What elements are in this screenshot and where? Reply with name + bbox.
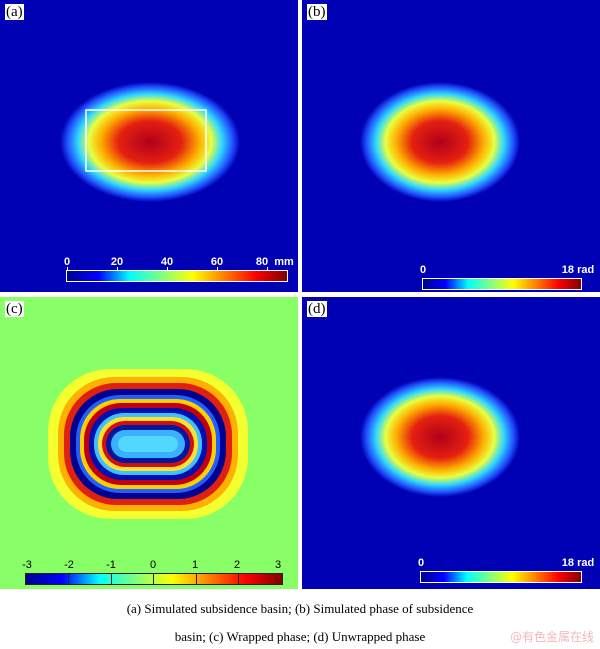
- figure-caption-line-2: basin; (c) Wrapped phase; (d) Unwrapped …: [174, 629, 426, 644]
- colorbar-d: [420, 571, 582, 583]
- tick-label-min: 0: [417, 557, 425, 569]
- unwrapped-phase-image: [302, 297, 600, 589]
- tick-label-max: 18 rad: [561, 264, 595, 276]
- tick-label-max: 18 rad: [561, 557, 595, 569]
- colorbar-b: [422, 278, 582, 290]
- figure-caption-line-1: (a) Simulated subsidence basin; (b) Simu…: [126, 601, 474, 616]
- panel-label: (d): [307, 301, 327, 317]
- tick-label: 3: [274, 559, 282, 571]
- watermark: @有色金属在线: [509, 630, 594, 644]
- panel-label: (b): [307, 4, 327, 20]
- tick-label: 20: [110, 256, 124, 268]
- tick-label: 1: [191, 559, 199, 571]
- unit-label: mm: [274, 256, 294, 268]
- tick-label-min: 0: [419, 264, 427, 276]
- tick-label: 2: [233, 559, 241, 571]
- colorbar-c: [25, 573, 283, 585]
- panel-a-subsidence-basin: (a) 0 20 40 60 80 mm: [0, 0, 298, 292]
- tick-label: 80: [255, 256, 269, 268]
- colorbar-a: [66, 267, 288, 282]
- tick-label: -3: [22, 559, 32, 571]
- panel-d-unwrapped-phase: (d) 0 18 rad: [302, 297, 600, 589]
- tick-label: -2: [64, 559, 74, 571]
- phase-image: [302, 0, 600, 292]
- wrapped-phase-image: [0, 297, 298, 589]
- region-outline: [85, 109, 207, 172]
- tick-label: 0: [149, 559, 157, 571]
- tick-label: 40: [160, 256, 174, 268]
- panel-c-wrapped-phase: (c) -3 -2 -1 0 1 2 3: [0, 297, 298, 589]
- tick-label: 0: [63, 256, 71, 268]
- panel-label: (c): [5, 301, 24, 317]
- tick-label: 60: [210, 256, 224, 268]
- subsidence-image: [0, 0, 298, 292]
- panel-b-simulated-phase: (b) 0 18 rad: [302, 0, 600, 292]
- tick-label: -1: [106, 559, 116, 571]
- panel-label: (a): [5, 4, 24, 20]
